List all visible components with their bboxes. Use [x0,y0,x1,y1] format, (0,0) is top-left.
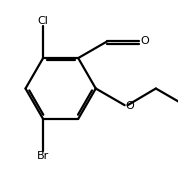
Text: Cl: Cl [38,16,49,26]
Text: O: O [125,101,134,111]
Text: O: O [140,36,149,46]
Text: Br: Br [37,151,49,161]
